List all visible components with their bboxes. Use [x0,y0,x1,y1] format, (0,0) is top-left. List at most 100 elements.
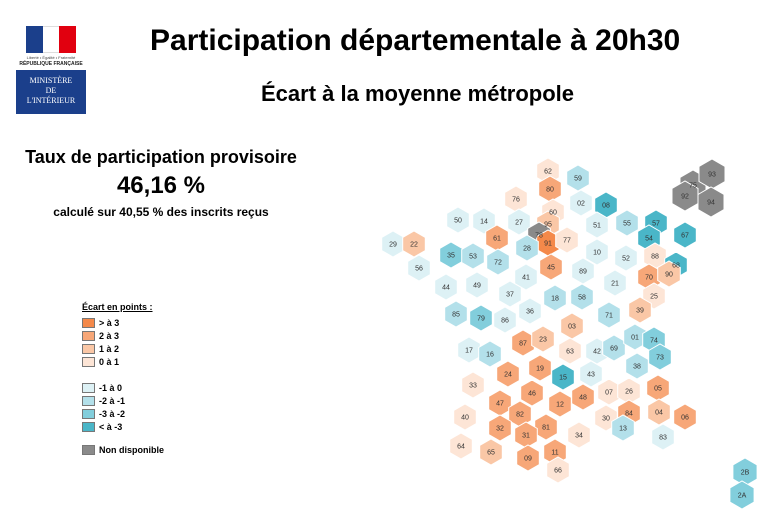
department-label-63: 63 [566,349,574,356]
department-83 [651,423,675,451]
department-label-49: 49 [473,283,481,290]
department-label-33: 33 [469,383,477,390]
department-label-2A: 2A [738,493,747,500]
department-label-65: 65 [487,450,495,457]
department-51 [585,211,609,239]
department-label-39: 39 [636,308,644,315]
department-79 [469,304,493,332]
department-label-35: 35 [447,253,455,260]
department-43 [579,360,603,388]
department-label-79: 79 [477,316,485,323]
department-34 [567,421,591,449]
department-label-71: 71 [605,313,613,320]
department-label-57: 57 [652,221,660,228]
department-label-02: 02 [577,201,585,208]
legend-item-p4: > à 3 [82,316,164,329]
legend-swatch [82,395,95,406]
department-58 [570,283,594,311]
legend: Écart en points : > à 3 2 à 3 1 à 2 0 à … [82,302,164,456]
page-subtitle: Écart à la moyenne métropole [261,81,574,106]
department-label-34: 34 [575,433,583,440]
department-label-55: 55 [623,221,631,228]
department-label-43: 43 [587,372,595,379]
legend-swatch [82,343,95,354]
department-12 [548,390,572,418]
ile-de-france-inset: 75 93 92 94 [671,158,726,218]
department-65 [479,438,503,466]
department-label-59: 59 [574,176,582,183]
department-17 [457,336,481,364]
department-22 [402,230,426,258]
department-94 [697,186,725,218]
department-55 [615,209,639,237]
department-label-91: 91 [544,241,552,248]
legend-label: 0 à 1 [99,356,120,367]
department-label-62: 62 [544,169,552,176]
department-label-06: 06 [681,415,689,422]
department-35 [439,241,463,269]
logo-line-3: L'INTÉRIEUR [26,96,76,105]
department-label-38: 38 [633,364,641,371]
department-label-81: 81 [542,425,550,432]
department-label-95: 95 [544,222,552,229]
department-label-53: 53 [469,254,477,261]
department-label-58: 58 [578,295,586,302]
legend-swatch [82,382,95,393]
legend-label: Non disponible [99,444,164,455]
department-label-37: 37 [506,292,514,299]
department-label-51: 51 [593,223,601,230]
department-label-90: 90 [665,272,673,279]
department-86 [493,306,517,334]
department-04 [647,398,671,426]
department-46 [520,379,544,407]
department-label-25: 25 [650,294,658,301]
department-37 [498,280,522,308]
department-label-27: 27 [515,220,523,227]
department-label-31: 31 [522,433,530,440]
department-label-56: 56 [415,266,423,273]
department-label-52: 52 [622,256,630,263]
legend-swatch [82,408,95,419]
department-63 [558,337,582,365]
department-label-04: 04 [655,410,663,417]
department-label-18: 18 [551,296,559,303]
department-10 [585,238,609,266]
corsica-inset: 2B 2A [729,457,758,510]
department-label-50: 50 [454,218,462,225]
department-label-93: 93 [708,172,716,179]
department-2A [729,480,755,510]
logo-ministry-box: MINISTÈRE DE L'INTÉRIEUR [16,70,86,114]
department-label-08: 08 [602,203,610,210]
department-48 [571,383,595,411]
department-label-17: 17 [465,348,473,355]
department-label-11: 11 [551,450,558,457]
department-label-22: 22 [410,242,418,249]
department-label-83: 83 [659,435,667,442]
department-label-76: 76 [512,197,520,204]
department-24 [496,360,520,388]
department-label-15: 15 [559,375,567,382]
department-label-19: 19 [536,366,544,373]
ministry-logo: Liberté • Égalité • Fraternité RÉPUBLIQU… [16,22,86,114]
department-06 [673,403,697,431]
page-title: Participation départementale à 20h30 [150,24,681,57]
department-label-88: 88 [651,254,659,261]
department-90 [657,260,681,288]
department-label-09: 09 [524,456,532,463]
department-label-01: 01 [631,335,639,342]
department-49 [465,271,489,299]
legend-swatch [82,317,95,328]
logo-motto: Liberté • Égalité • Fraternité [26,55,76,60]
department-label-64: 64 [457,444,465,451]
legend-label: -3 à -2 [99,408,126,419]
department-85 [444,300,468,328]
department-label-92: 92 [681,194,689,201]
department-21 [603,269,627,297]
department-label-75: 75 [689,183,697,190]
department-32 [488,414,512,442]
department-39 [628,296,652,324]
legend-item-n4: < à -3 [82,420,164,433]
department-01 [623,323,647,351]
department-40 [453,403,477,431]
